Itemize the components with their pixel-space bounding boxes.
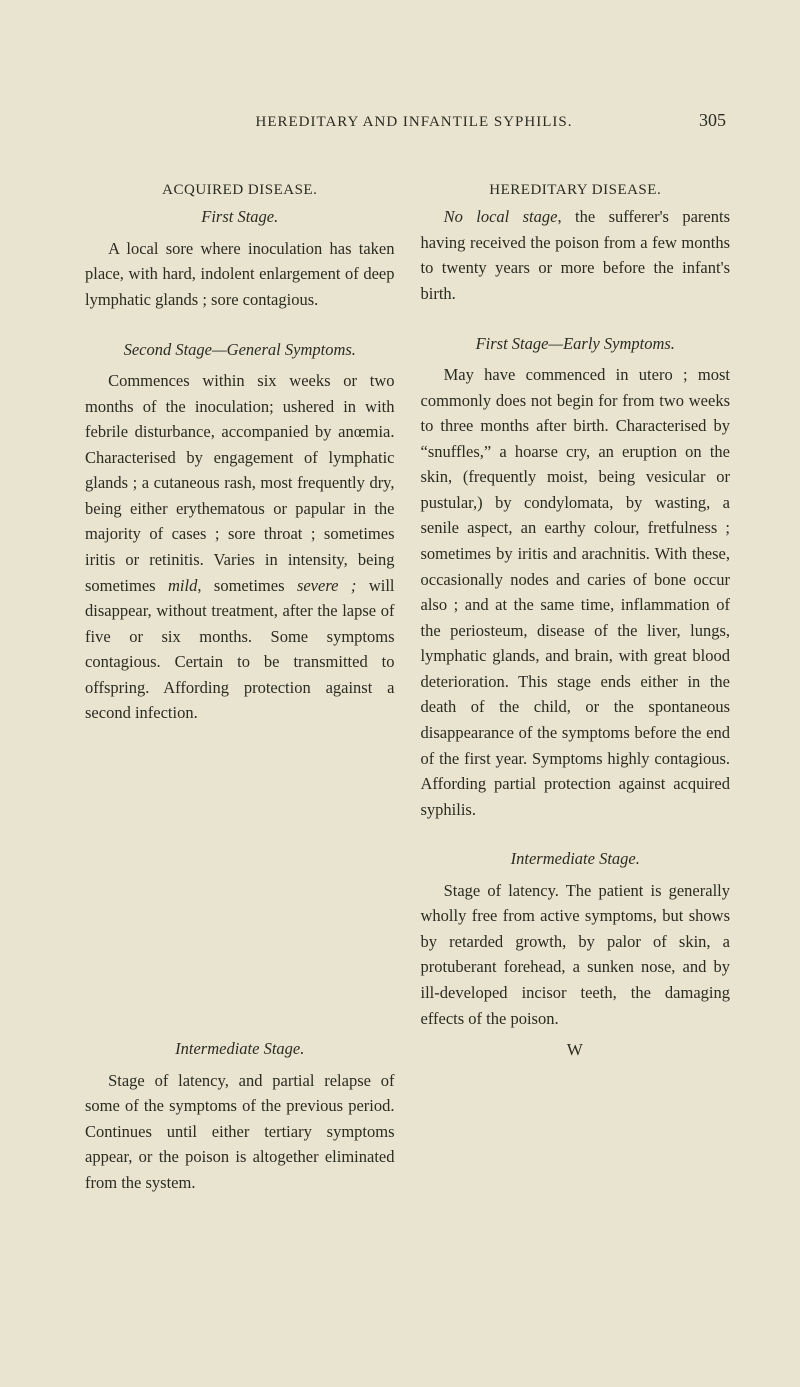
acquired-disease-head: ACQUIRED DISEASE. [85,179,395,202]
running-head: HEREDITARY AND INFANTILE SYPHILIS. 305 [85,110,730,131]
right-no-local-body: No local stage, the sufferer's parents h… [421,204,731,306]
page-number: 305 [699,110,726,131]
right-intermediate-head: Intermediate Stage. [421,846,731,872]
page: HEREDITARY AND INFANTILE SYPHILIS. 305 A… [0,0,800,1387]
left-second-stage-block: Second Stage—General Symptoms. Commences… [85,337,395,726]
running-title: HEREDITARY AND INFANTILE SYPHILIS. [129,114,699,131]
columns: ACQUIRED DISEASE. First Stage. A local s… [85,179,730,1219]
left-intermediate-block: Intermediate Stage. Stage of latency, an… [85,1036,395,1195]
column-right: HEREDITARY DISEASE. No local stage, the … [421,179,731,1219]
right-first-stage-head: First Stage—Early Symptoms. [421,331,731,357]
right-intermediate-body: Stage of latency. The patient is general… [421,878,731,1031]
left-first-stage-body: A local sore where inoculation has taken… [85,236,395,313]
left-intermediate-body: Stage of latency, and partial relapse of… [85,1068,395,1196]
right-intermediate-block: Intermediate Stage. Stage of latency. Th… [421,846,731,1031]
left-intermediate-head: Intermediate Stage. [85,1036,395,1062]
left-first-stage-head: First Stage. [85,204,395,230]
left-first-stage-block: ACQUIRED DISEASE. First Stage. A local s… [85,179,395,313]
right-first-stage-block: First Stage—Early Symptoms. May have com… [421,331,731,823]
signature-mark: W [421,1037,731,1063]
hereditary-disease-head: HEREDITARY DISEASE. [421,179,731,202]
column-left: ACQUIRED DISEASE. First Stage. A local s… [85,179,395,1219]
left-second-stage-head: Second Stage—General Symptoms. [85,337,395,363]
right-first-stage-body: May have commenced in utero ; most commo… [421,362,731,822]
right-no-local-block: HEREDITARY DISEASE. No local stage, the … [421,179,731,307]
left-second-stage-body: Commences within six weeks or two months… [85,368,395,726]
